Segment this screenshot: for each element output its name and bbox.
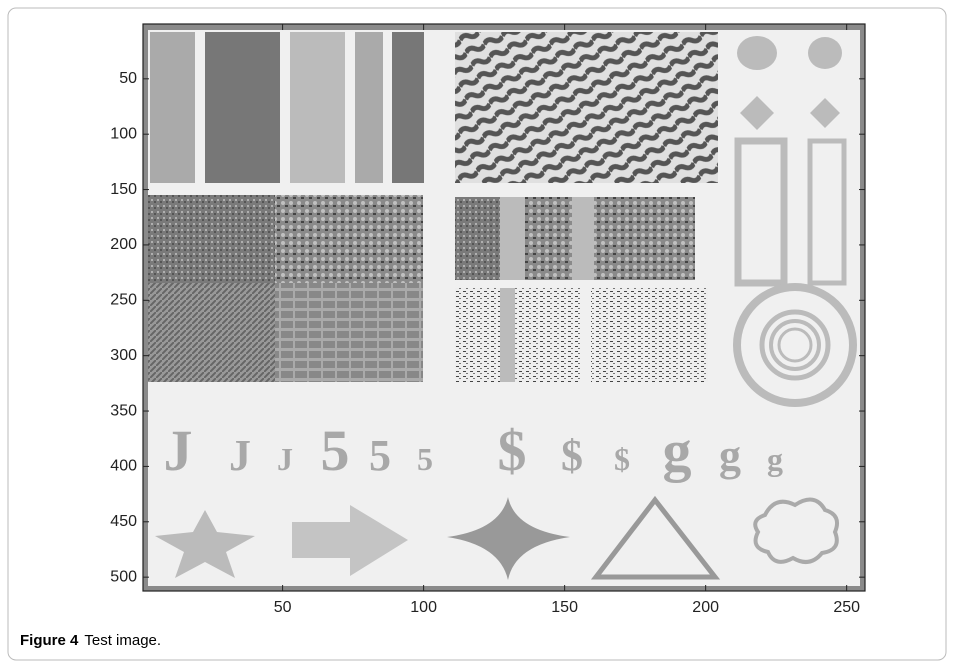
glyph: $ [561, 431, 583, 480]
x-tick-label: 150 [551, 599, 578, 616]
page: {"chart_data": {"type": "image", "xlim":… [0, 0, 954, 672]
x-tick-label: 100 [410, 599, 437, 616]
x-tick-label: 200 [692, 599, 719, 616]
y-tick-label: 350 [110, 402, 137, 419]
glyph: 5 [321, 418, 350, 483]
y-tick-label: 50 [119, 70, 137, 87]
glyph: J [164, 418, 193, 483]
y-tick-label: 300 [110, 347, 137, 364]
glyph: g [719, 431, 741, 480]
glyph: J [277, 441, 293, 477]
y-tick-label: 500 [110, 568, 137, 585]
glyph: g [767, 441, 783, 477]
y-tick-label: 250 [110, 292, 137, 309]
caption: Figure 4 Test image. [20, 632, 161, 649]
figure: JJJ555$$$ggg Figure 4Test image. 5010015… [0, 0, 954, 667]
y-tick-label: 400 [110, 458, 137, 475]
y-tick-label: 450 [110, 513, 137, 530]
glyph: $ [498, 418, 527, 483]
x-tick-label: 250 [833, 599, 860, 616]
glyph: 5 [417, 441, 433, 477]
glyph: 5 [369, 431, 391, 480]
glyph: J [229, 431, 251, 480]
glyph: g [663, 418, 692, 483]
glyph: $ [614, 441, 630, 477]
caption-label: Figure 4 [20, 632, 79, 649]
y-tick-label: 150 [110, 181, 137, 198]
x-tick-label: 50 [274, 599, 292, 616]
y-tick-label: 200 [110, 236, 137, 253]
y-tick-label: 100 [110, 125, 137, 142]
caption-text: Test image. [84, 632, 161, 649]
